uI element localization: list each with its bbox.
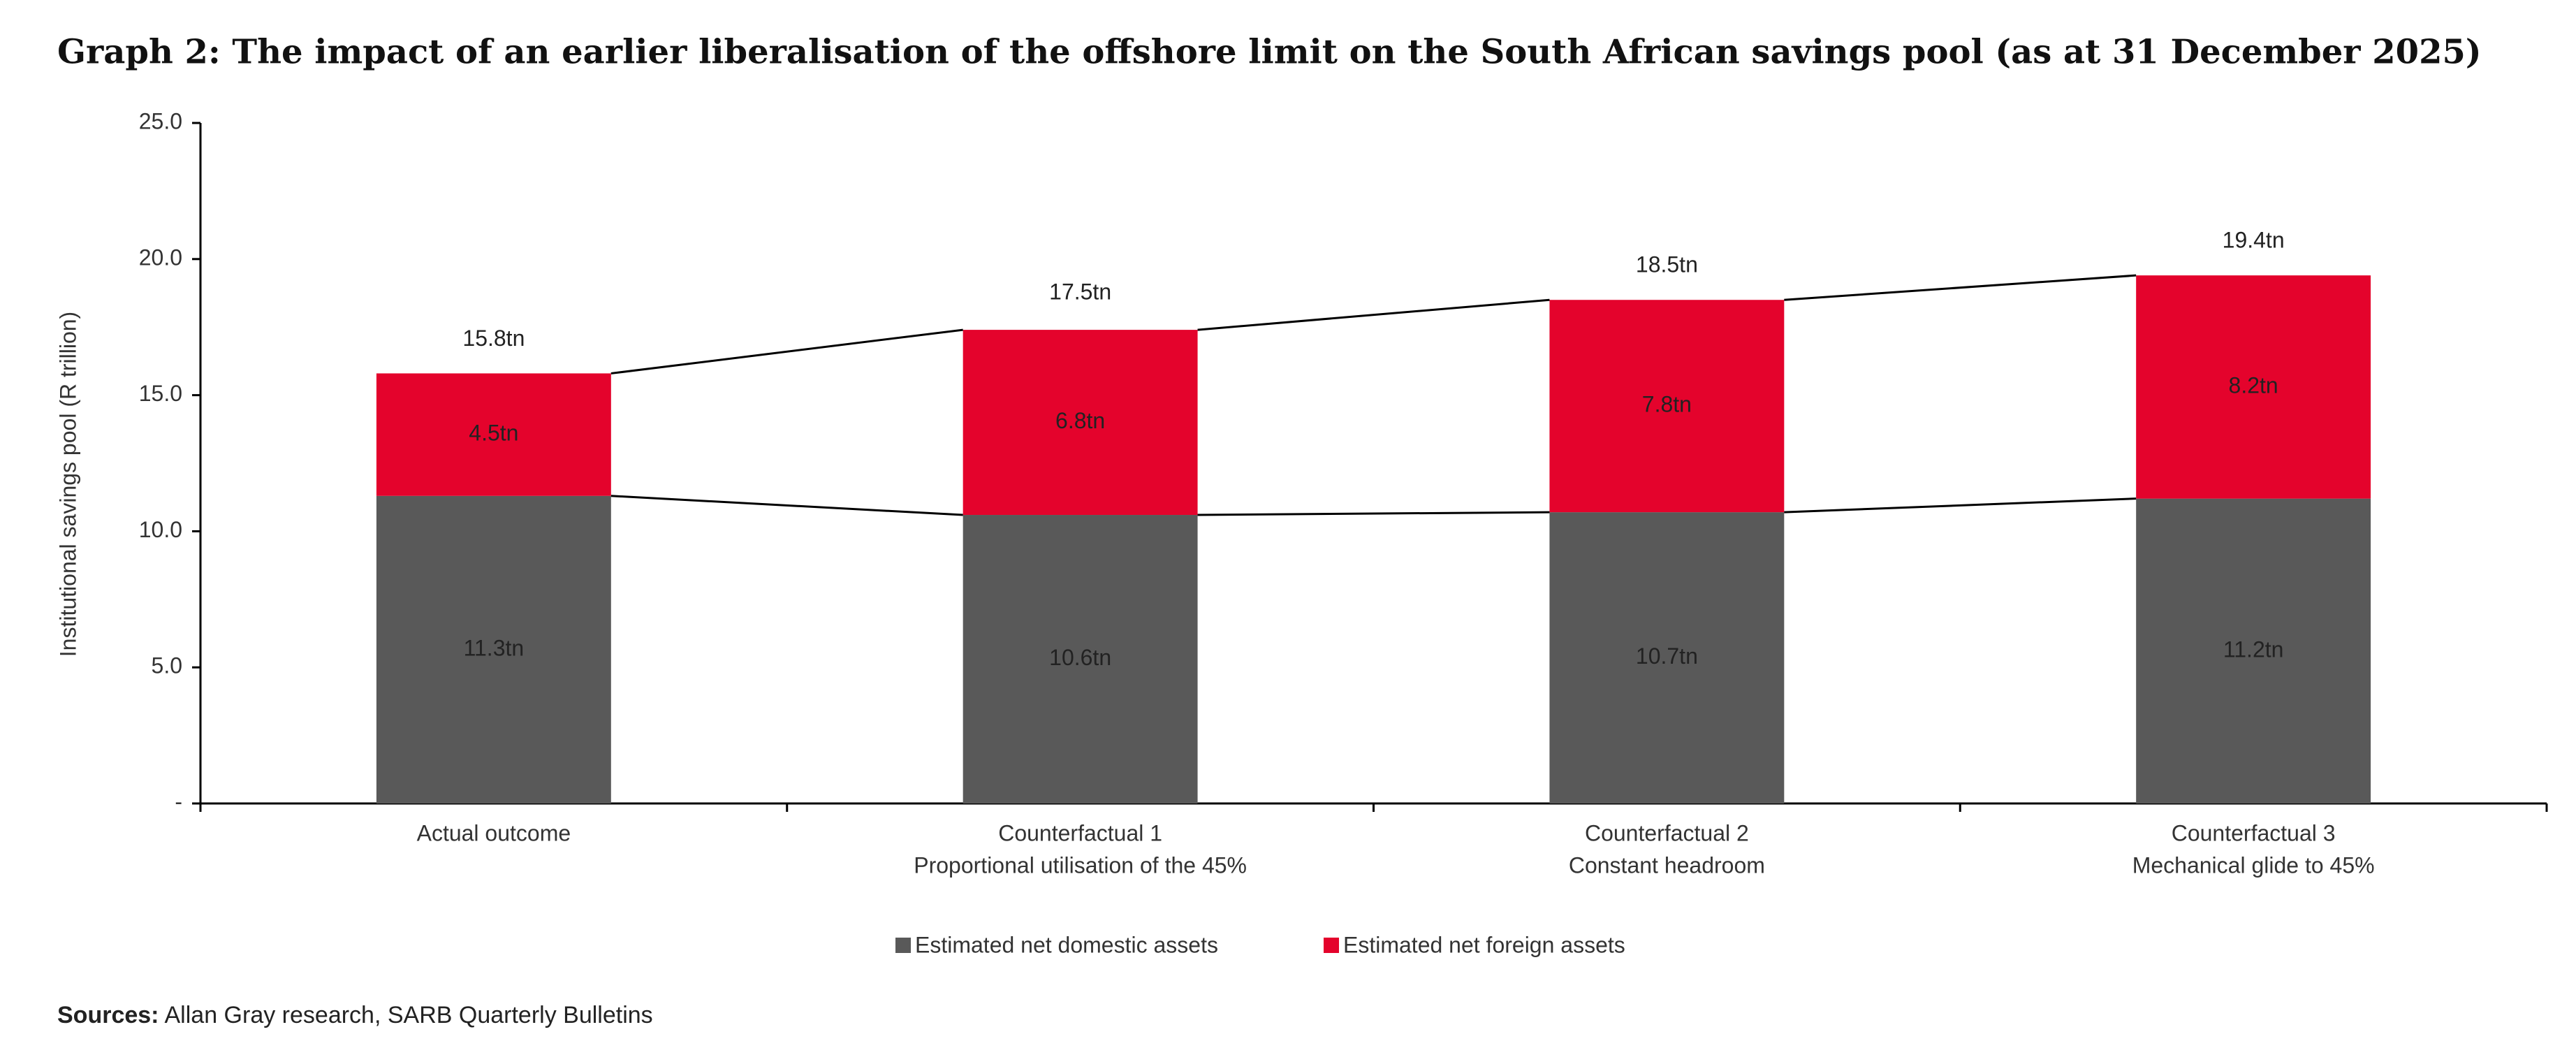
- total-label: 18.5tn: [1636, 252, 1698, 277]
- y-tick-label: 5.0: [152, 653, 182, 678]
- connector-line: [1784, 497, 2137, 514]
- bar-segment: [1549, 512, 1785, 803]
- total-label: 15.8tn: [462, 326, 525, 351]
- bar-segment: [963, 330, 1198, 516]
- x-tick-label: Counterfactual 3: [2172, 820, 2336, 845]
- sources-label: Sources:: [57, 1002, 159, 1028]
- connector-line: [610, 328, 963, 374]
- data-label: 11.3tn: [464, 635, 525, 660]
- legend-swatch: [1324, 938, 1339, 953]
- data-label: 10.6tn: [1049, 645, 1111, 670]
- y-axis-label: Institutional savings pool (R trillion): [55, 312, 80, 657]
- bar-segment: [2136, 498, 2371, 803]
- data-label: 7.8tn: [1642, 392, 1692, 417]
- bar-segment: [2136, 275, 2371, 499]
- bar-segment: [376, 495, 611, 803]
- x-tick-label: Mechanical glide to 45%: [2132, 852, 2375, 878]
- x-tick-label: Proportional utilisation of the 45%: [914, 852, 1247, 878]
- y-tick-label: 15.0: [139, 381, 182, 406]
- y-tick-label: 10.0: [139, 517, 182, 542]
- bar-segment: [1549, 300, 1785, 513]
- y-tick-label: -: [175, 789, 182, 814]
- sources: Sources: Allan Gray research, SARB Quarte…: [57, 1002, 653, 1028]
- connector-line: [1197, 511, 1550, 516]
- legend-label: Estimated net domestic assets: [915, 932, 1218, 957]
- x-tick-label: Counterfactual 1: [998, 820, 1162, 845]
- data-label: 6.8tn: [1055, 408, 1105, 433]
- connector-line: [1197, 298, 1550, 331]
- x-tick-label: Actual outcome: [417, 820, 571, 845]
- data-label: 10.7tn: [1636, 643, 1698, 669]
- bar-segment: [376, 373, 611, 496]
- x-tick-label: Constant headroom: [1569, 852, 1765, 878]
- connector-line: [610, 495, 963, 516]
- legend-swatch: [895, 938, 911, 953]
- chart-title: Graph 2: The impact of an earlier libera…: [57, 33, 2482, 72]
- legend-label: Estimated net foreign assets: [1343, 932, 1625, 957]
- data-label: 11.2tn: [2223, 636, 2284, 662]
- connector-line: [1784, 274, 2137, 301]
- bar-segment: [963, 515, 1198, 803]
- y-tick-label: 25.0: [139, 108, 182, 133]
- data-label: 8.2tn: [2229, 372, 2278, 398]
- x-tick-label: Counterfactual 2: [1585, 820, 1749, 845]
- total-label: 17.5tn: [1049, 279, 1111, 305]
- data-label: 4.5tn: [469, 421, 518, 446]
- y-tick-label: 20.0: [139, 245, 182, 270]
- sources-text: Allan Gray research, SARB Quarterly Bull…: [165, 1002, 653, 1028]
- total-label: 19.4tn: [2223, 228, 2285, 253]
